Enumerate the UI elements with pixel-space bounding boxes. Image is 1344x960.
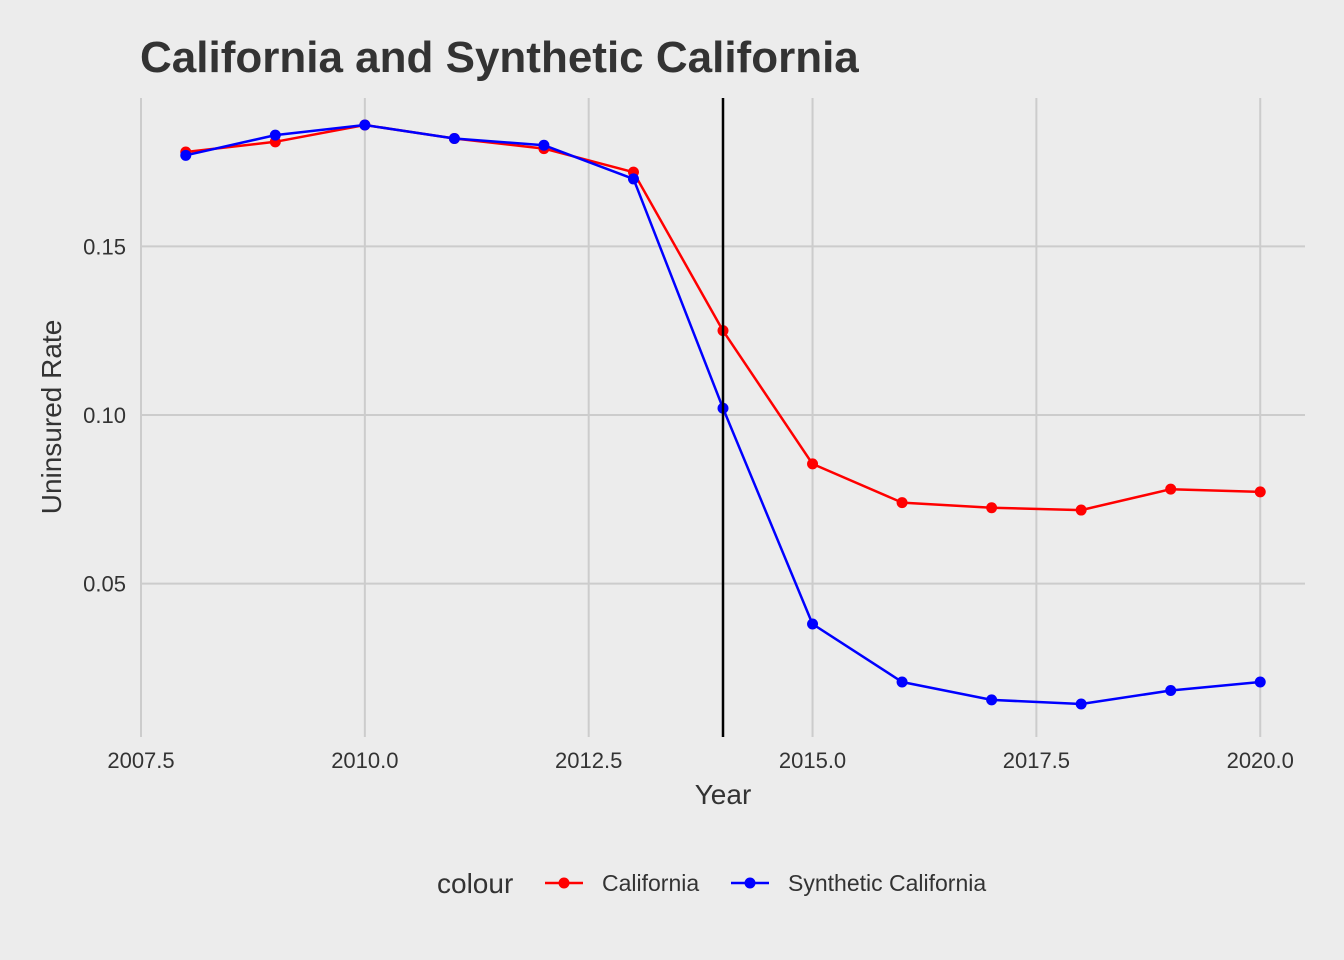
chart-title: California and Synthetic California [140, 33, 859, 82]
x-tick-label: 2007.5 [107, 748, 174, 773]
data-point-synthetic-california [180, 149, 192, 161]
legend-item-synthetic-california: Synthetic California [731, 870, 986, 896]
legend-title: colour [437, 868, 513, 899]
x-tick-label: 2020.0 [1227, 748, 1294, 773]
data-point-california [1075, 504, 1087, 516]
data-point-synthetic-california [448, 132, 460, 144]
legend-label: California [602, 870, 699, 896]
data-point-synthetic-california [627, 173, 639, 185]
data-point-synthetic-california [986, 694, 998, 706]
x-axis-title: Year [695, 779, 752, 810]
legend-key-point [744, 877, 756, 889]
legend-item-california: California [545, 870, 699, 896]
data-point-california [1165, 483, 1177, 495]
data-point-synthetic-california [538, 139, 550, 151]
x-tick-label: 2015.0 [779, 748, 846, 773]
axis-labels: 2007.5 2010.0 2012.5 2015.0 2017.5 2020.0 0.05… [83, 234, 1294, 773]
x-tick-label: 2010.0 [331, 748, 398, 773]
data-point-synthetic-california [896, 676, 908, 688]
y-tick-label: 0.05 [83, 572, 126, 597]
y-tick-label: 0.15 [83, 234, 126, 259]
x-tick-label: 2012.5 [555, 748, 622, 773]
data-point-california [807, 458, 819, 470]
data-point-synthetic-california [1075, 698, 1087, 710]
data-point-synthetic-california [1254, 676, 1266, 688]
data-point-synthetic-california [359, 119, 371, 131]
data-point-california [1254, 486, 1266, 498]
data-point-synthetic-california [269, 129, 281, 141]
data-point-california [896, 497, 908, 509]
legend-label: Synthetic California [788, 870, 986, 896]
legend-key-point [558, 877, 570, 889]
data-point-synthetic-california [807, 618, 819, 630]
data-point-synthetic-california [1165, 684, 1177, 696]
x-tick-label: 2017.5 [1003, 748, 1070, 773]
data-point-california [986, 502, 998, 514]
y-axis-title: Uninsured Rate [36, 320, 67, 515]
legend: colour California Synthetic California [437, 868, 986, 899]
y-tick-label: 0.10 [83, 403, 126, 428]
